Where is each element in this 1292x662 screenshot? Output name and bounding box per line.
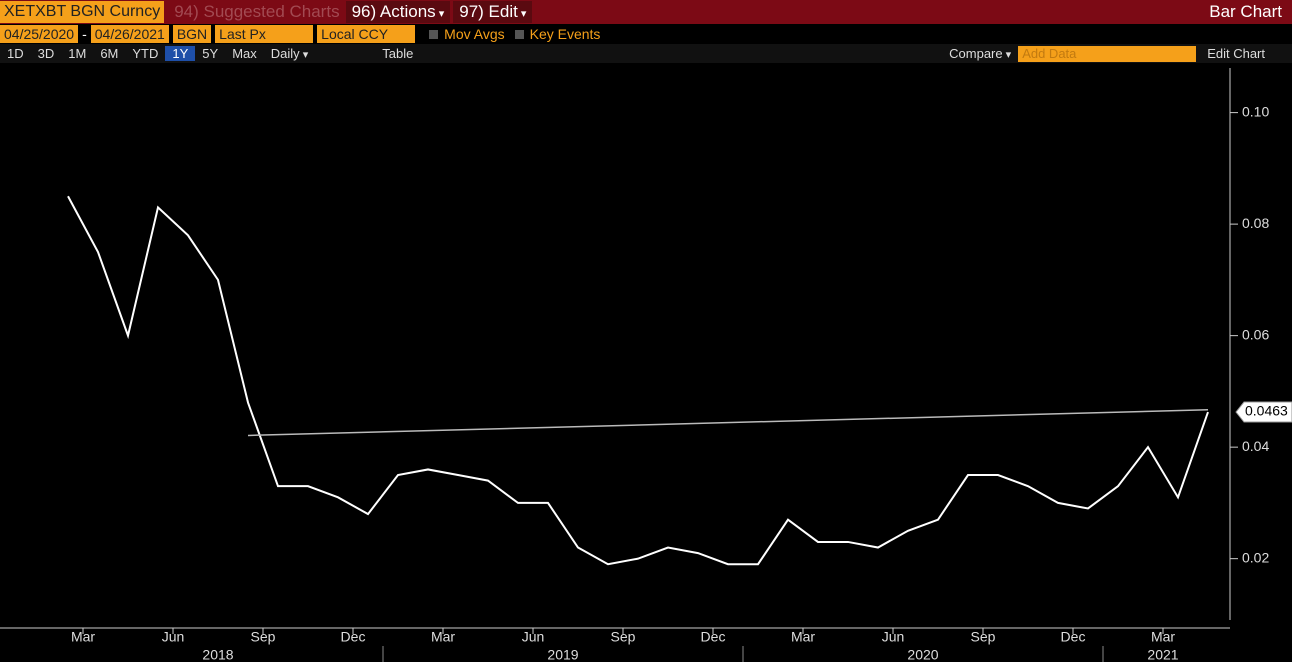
range-button[interactable]: Max [232,46,257,61]
x-tick-label: Mar [791,629,815,645]
y-tick-label: 0.08 [1242,215,1269,231]
title-bar: XETXBT BGN Curncy 94) Suggested Charts 9… [0,0,1292,24]
x-tick-label: Mar [71,629,95,645]
y-tick-label: 0.02 [1242,549,1269,565]
year-label: 2020 [907,647,938,662]
key-events[interactable]: Key Events [515,26,601,42]
source[interactable]: BGN [172,25,212,43]
x-tick-label: Dec [341,629,366,645]
range-button[interactable]: 1D [7,46,24,61]
period[interactable]: Daily [264,46,315,61]
x-tick-label: Mar [431,629,455,645]
range-button[interactable]: YTD [132,46,159,61]
suggested-charts[interactable]: 94) Suggested Charts [174,2,340,21]
add-data[interactable]: Add Data [1018,45,1197,62]
currency[interactable]: Local CCY [317,25,416,43]
price-line [67,195,1209,566]
last-value-label: 0.0463 [1245,403,1288,419]
ticker[interactable]: XETXBT BGN Curncy [0,1,165,23]
mov-avgs[interactable]: Mov Avgs [429,26,504,42]
x-tick-label: Sep [251,629,276,645]
trend-line [247,409,1209,437]
compare[interactable]: Compare [942,46,1018,61]
y-tick-label: 0.06 [1242,326,1269,342]
range-button[interactable]: 6M [100,46,119,61]
x-tick-label: Sep [971,629,996,645]
y-tick-label: 0.04 [1242,438,1269,454]
table-button[interactable]: Table [382,46,414,61]
x-tick-label: Mar [1151,629,1175,645]
start-date[interactable]: 04/25/2020 [0,25,79,43]
edit-chart[interactable]: Edit Chart [1207,46,1265,61]
edit-menu[interactable]: 97) Edit [453,1,533,23]
actions-menu[interactable]: 96) Actions [345,1,451,23]
toolbar: 1D 3D 1M 6M YTD 1Y 5Y Max Daily Table Compare A… [0,44,1292,63]
year-label: 2018 [202,647,233,662]
year-label: 2021 [1147,647,1178,662]
x-tick-label: Dec [1061,629,1086,645]
range-button[interactable]: 1Y [165,46,196,61]
x-tick-label: Jun [522,629,545,645]
settings-bar: 04/25/2020 - 04/26/2021 BGN Last Px Loca… [0,24,1292,44]
x-tick-label: Jun [162,629,185,645]
range-buttons: 1D 3D 1M 6M YTD 1Y 5Y Max [0,46,264,61]
last-value-box [1235,401,1292,423]
range-button[interactable]: 3D [37,46,55,61]
end-date[interactable]: 04/26/2021 [90,25,169,43]
y-tick-label: 0.10 [1242,103,1269,119]
range-button[interactable]: 5Y [202,46,219,61]
x-tick-label: Dec [701,629,726,645]
dash: - [82,26,87,42]
field[interactable]: Last Px [215,25,314,43]
range-button[interactable]: 1M [68,46,87,61]
year-label: 2019 [547,647,578,662]
x-tick-label: Sep [611,629,636,645]
chart-kind: Bar Chart [1209,2,1282,21]
chart: 0.02 0.04 0.06 0.08 0.10 Mar Jun Sep Dec Mar Jun Se… [0,68,1292,662]
x-tick-label: Jun [882,629,905,645]
